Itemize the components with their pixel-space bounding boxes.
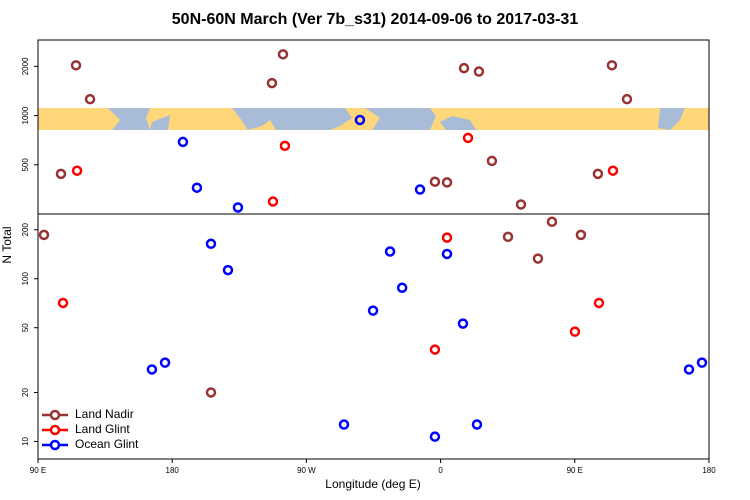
x-tick-label: 90 W — [297, 466, 316, 475]
point — [354, 114, 366, 126]
point — [55, 168, 67, 180]
point — [429, 431, 441, 442]
point — [414, 184, 426, 195]
point — [266, 77, 278, 89]
point — [486, 155, 498, 167]
point — [267, 196, 279, 207]
x-axis-label: Longitude (deg E) — [325, 477, 420, 491]
point — [515, 199, 527, 210]
point — [532, 253, 544, 264]
point — [592, 168, 604, 180]
point — [546, 216, 558, 228]
y-tick-label: 20 — [21, 387, 30, 396]
point — [606, 60, 618, 71]
point — [429, 344, 441, 355]
point — [205, 238, 217, 250]
point — [441, 248, 453, 260]
point — [84, 93, 96, 105]
point — [177, 136, 189, 148]
point — [71, 165, 83, 176]
point — [367, 305, 379, 316]
point — [232, 202, 244, 213]
chart-title: 50N-60N March (Ver 7b_s31) 2014-09-06 to… — [172, 11, 579, 28]
legend-label: Ocean Glint — [75, 437, 139, 451]
point — [473, 66, 485, 77]
y-tick-label: 2000 — [21, 57, 30, 75]
x-tick-label: 90 E — [567, 466, 583, 475]
point — [222, 264, 234, 276]
point — [683, 364, 695, 375]
bottom-frame — [37, 213, 710, 460]
point — [607, 165, 619, 176]
point — [575, 229, 587, 241]
x-tick-label: 0 — [438, 466, 443, 475]
point — [441, 232, 453, 243]
point — [458, 62, 470, 74]
point — [191, 182, 203, 193]
point — [146, 364, 158, 375]
y-tick-label: 100 — [21, 272, 30, 286]
point — [279, 140, 291, 152]
y-tick-label: 10 — [21, 436, 30, 445]
point — [57, 297, 69, 309]
point — [593, 297, 605, 309]
point — [457, 318, 469, 329]
point — [441, 177, 453, 188]
point — [396, 282, 408, 294]
y-tick-label: 1000 — [21, 106, 30, 124]
point — [621, 93, 633, 105]
legend-marker — [49, 424, 61, 436]
y-tick-label: 200 — [21, 223, 30, 237]
point — [429, 176, 441, 187]
legend-label: Land Nadir — [75, 407, 134, 421]
map-strip — [38, 108, 709, 130]
point — [338, 419, 350, 430]
y-tick-label: 50 — [21, 323, 30, 332]
point — [502, 231, 514, 243]
legend-marker — [49, 409, 61, 421]
point — [569, 326, 581, 337]
legend-marker — [49, 439, 61, 451]
legend-label: Land Glint — [75, 422, 130, 436]
point — [205, 387, 217, 398]
point — [384, 246, 396, 257]
x-tick-label: 180 — [702, 466, 716, 475]
point — [159, 357, 171, 368]
point — [70, 60, 82, 71]
point — [696, 357, 708, 368]
y-tick-label: 500 — [21, 158, 30, 172]
point — [462, 132, 474, 144]
y-axis-label: N Total — [0, 226, 14, 263]
point — [277, 49, 289, 60]
x-tick-label: 180 — [166, 466, 180, 475]
point — [471, 419, 483, 430]
point — [38, 229, 50, 241]
x-tick-label: 90 E — [30, 466, 46, 475]
